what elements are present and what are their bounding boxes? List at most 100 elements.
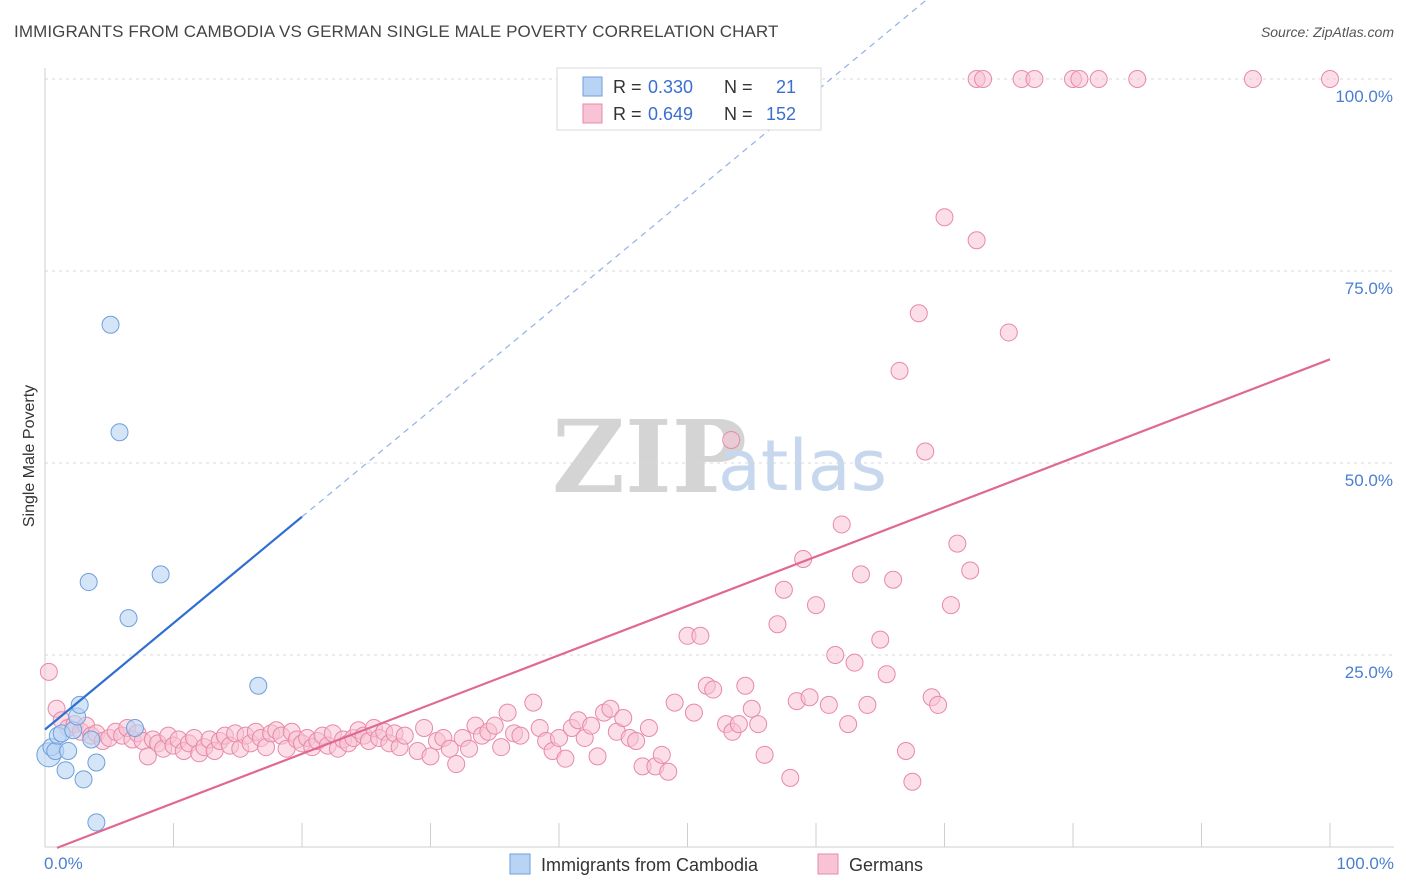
cambodia-trendline-extension	[301, 0, 928, 518]
legend-n-value-cambodia: 21	[776, 77, 796, 97]
germans-point-132	[851, 565, 870, 584]
bottom-legend-label-germans: Germans	[849, 855, 923, 875]
germans-point-130	[839, 715, 858, 734]
cambodia-points	[36, 315, 268, 832]
cambodia-point-16	[110, 423, 129, 442]
germans-point-122	[781, 768, 800, 787]
germans-point-81	[492, 738, 511, 757]
bottom-legend-swatch-cambodia	[509, 853, 531, 875]
germans-point-144	[935, 208, 954, 227]
legend-swatch-cambodia	[582, 76, 603, 97]
source-label: Source: ZipAtlas.com	[1260, 24, 1394, 40]
germans-point-116	[736, 676, 755, 695]
germans-point-101	[627, 732, 646, 751]
germans-point-129	[832, 515, 851, 534]
bottom-legend-label-cambodia: Immigrants from Cambodia	[541, 855, 759, 875]
cambodia-point-18	[125, 718, 144, 737]
germans-point-146	[948, 534, 967, 553]
germans-point-159	[1243, 70, 1262, 88]
germans-point-154	[1025, 70, 1044, 88]
cambodia-point-11	[79, 573, 98, 592]
germans-point-148	[967, 231, 986, 250]
cambodia-point-20	[249, 676, 268, 695]
germans-point-105	[652, 745, 671, 764]
series-legend: Immigrants from Cambodia Germans	[509, 853, 923, 875]
germans-point-135	[877, 665, 896, 684]
germans-point-99	[614, 708, 633, 727]
cambodia-trendline	[44, 515, 303, 731]
germans-point-112	[704, 680, 723, 699]
germans-point-95	[588, 747, 607, 766]
germans-point-67	[395, 726, 414, 745]
chart-title: IMMIGRANTS FROM CAMBODIA VS GERMAN SINGL…	[14, 22, 779, 41]
germans-point-94	[582, 716, 601, 735]
germans-point-103	[639, 718, 658, 737]
germans-point-69	[415, 718, 434, 737]
germans-point-156	[1070, 70, 1089, 88]
legend-n-label-germans: N =	[724, 104, 753, 124]
germans-point-149	[999, 323, 1018, 342]
germans-point-125	[800, 688, 819, 707]
y-tick-label-25: 25.0%	[1345, 663, 1393, 682]
legend-swatch-germans	[582, 103, 603, 124]
legend-r-label-germans: R =	[613, 104, 642, 124]
germans-point-121	[774, 580, 793, 599]
germans-point-89	[550, 728, 568, 747]
cambodia-point-12	[82, 730, 101, 749]
cambodia-point-10	[74, 770, 93, 789]
germans-point-139	[903, 772, 922, 791]
y-axis-label: Single Male Poverty	[21, 385, 38, 527]
watermark: ZIP atlas	[552, 398, 887, 516]
germans-point-110	[691, 626, 710, 645]
germans-point-160	[1321, 70, 1339, 88]
germans-point-109	[684, 703, 703, 722]
germans-point-0	[39, 662, 58, 681]
y-tick-label-50: 50.0%	[1345, 471, 1393, 490]
y-tick-labels: 25.0% 50.0% 75.0% 100.0%	[1335, 87, 1393, 682]
germans-point-131	[845, 653, 864, 672]
germans-point-119	[755, 745, 774, 764]
germans-point-138	[896, 742, 915, 760]
germans-point-137	[890, 361, 909, 380]
germans-point-120	[768, 615, 787, 634]
trendlines	[44, 0, 1331, 849]
cambodia-point-9	[70, 695, 89, 714]
legend-r-label-cambodia: R =	[613, 77, 642, 97]
germans-point-73	[440, 739, 459, 758]
cambodia-point-17	[119, 609, 138, 628]
cambodia-point-5	[56, 761, 75, 780]
germans-point-127	[819, 695, 838, 714]
germans-point-107	[665, 693, 684, 712]
germans-points	[39, 70, 1339, 791]
watermark-zip: ZIP	[552, 398, 747, 516]
germans-point-90	[556, 749, 575, 768]
germans-point-115	[729, 715, 748, 734]
germans-point-106	[659, 762, 678, 781]
y-tick-label-75: 75.0%	[1345, 279, 1393, 298]
germans-point-141	[916, 442, 935, 461]
germans-point-80	[485, 716, 504, 735]
germans-point-136	[884, 570, 903, 589]
germans-point-84	[511, 726, 530, 745]
legend-n-label-cambodia: N =	[724, 77, 753, 97]
bottom-legend-swatch-germans	[817, 853, 839, 875]
germans-point-85	[524, 693, 543, 712]
germans-point-140	[909, 304, 928, 323]
cambodia-point-6	[59, 742, 78, 760]
y-tick-label-100: 100.0%	[1335, 87, 1393, 106]
germans-point-70	[421, 747, 440, 766]
germans-point-118	[749, 715, 768, 734]
legend-r-value-cambodia: 0.330	[648, 77, 693, 97]
x-axis-ticks	[44, 823, 1331, 847]
x-tick-label-min: 0.0%	[44, 854, 83, 873]
legend-n-value-germans: 152	[766, 104, 796, 124]
germans-point-145	[941, 596, 960, 615]
germans-point-134	[871, 630, 890, 649]
germans-point-157	[1089, 70, 1108, 88]
cambodia-point-19	[151, 565, 170, 584]
cambodia-point-14	[87, 813, 106, 832]
germans-point-126	[807, 596, 825, 615]
germans-point-74	[447, 755, 466, 774]
cambodia-point-13	[87, 753, 106, 772]
